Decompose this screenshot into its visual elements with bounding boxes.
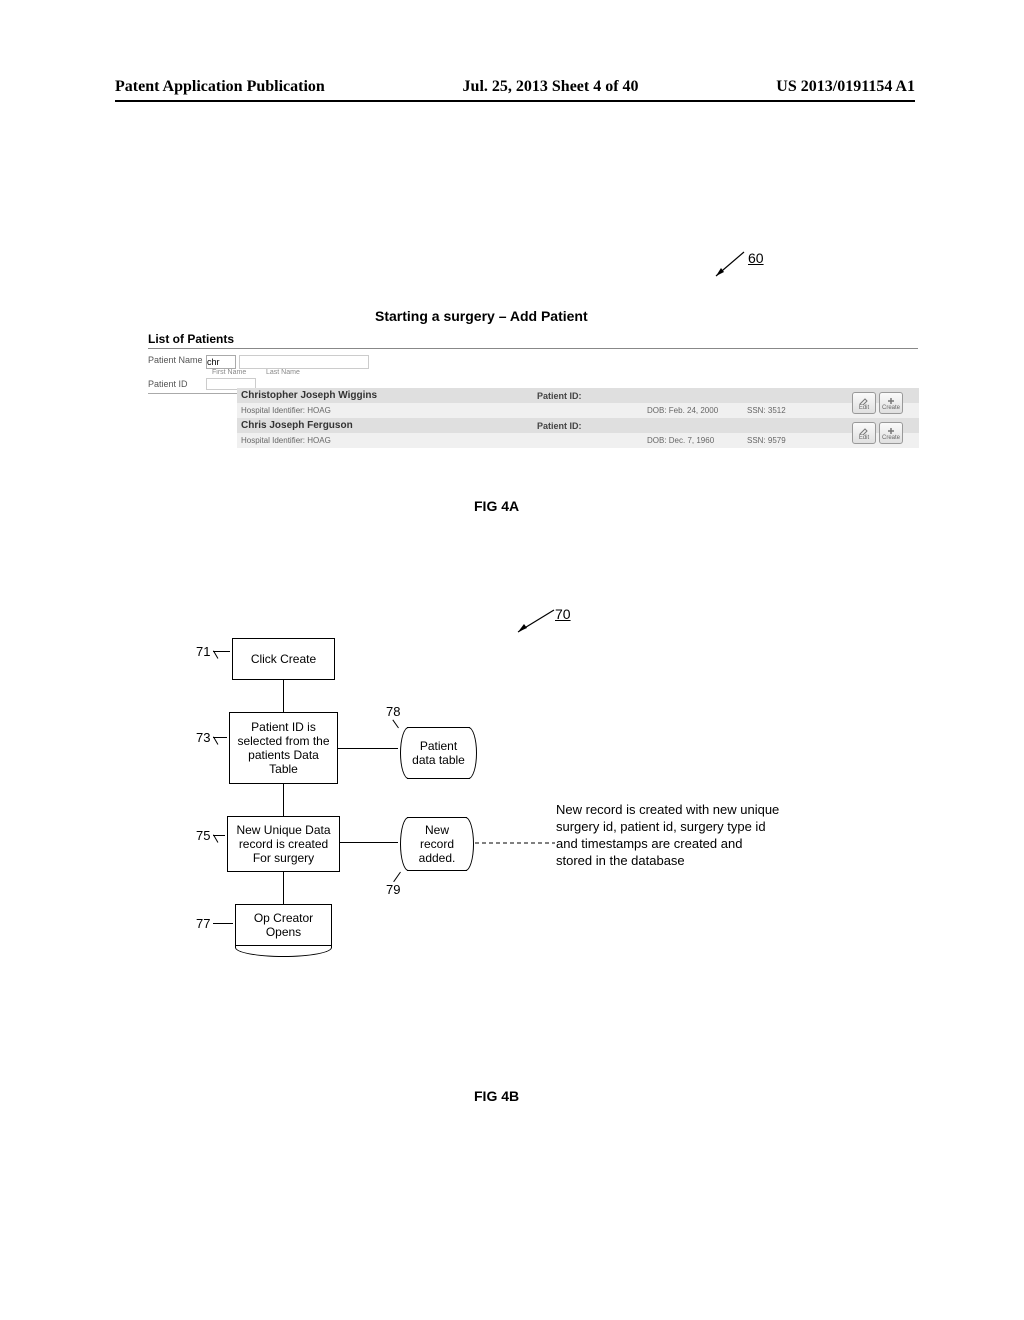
reference-number-79: 79: [386, 882, 400, 897]
reference-number-60: 60: [748, 250, 764, 266]
box-text: New record added.: [412, 823, 462, 865]
patient-list-heading: List of Patients: [148, 332, 918, 346]
leader-line: [213, 923, 233, 924]
table-row: Christopher Joseph Wiggins Patient ID: E…: [237, 388, 919, 403]
patient-id-label: Patient ID:: [537, 391, 647, 401]
connector: [283, 680, 284, 712]
flow-datastore-new-record: New record added.: [407, 817, 467, 871]
hospital-id-cell: Hospital Identifier: HOAG: [237, 436, 537, 445]
reference-arrow-70: [512, 608, 556, 636]
hospital-id-cell: Hospital Identifier: HOAG: [237, 406, 537, 415]
reference-number-71: 71: [196, 644, 210, 659]
box-text: New Unique Data record is created For su…: [232, 823, 335, 865]
ssn-cell: SSN: 3512: [747, 406, 827, 415]
patient-name-cell: Christopher Joseph Wiggins: [237, 390, 537, 401]
fig-4a-title: Starting a surgery – Add Patient: [375, 308, 588, 324]
create-label: Create: [882, 405, 900, 411]
reference-number-75: 75: [196, 828, 210, 843]
reference-arrow-60: [708, 250, 746, 280]
label-patient-name: Patient Name: [148, 355, 206, 365]
table-row: Hospital Identifier: HOAG DOB: Dec. 7, 1…: [237, 433, 919, 448]
edit-button[interactable]: Edit: [852, 422, 876, 444]
box-text: Patient ID is selected from the patients…: [234, 720, 333, 776]
flow-box-click-create: Click Create: [232, 638, 335, 680]
reference-number-73: 73: [196, 730, 210, 745]
connector: [338, 748, 398, 749]
edit-label: Edit: [859, 405, 869, 411]
header-left: Patent Application Publication: [115, 78, 325, 96]
hint-last-name: Last Name: [266, 369, 300, 376]
label-patient-id: Patient ID: [148, 379, 206, 389]
leader-line: [393, 872, 401, 882]
pencil-icon: [859, 397, 869, 405]
flow-box-create-record: New Unique Data record is created For su…: [227, 816, 340, 872]
create-button[interactable]: Create: [879, 392, 903, 414]
dob-cell: DOB: Feb. 24, 2000: [647, 406, 747, 415]
figure-label-4b: FIG 4B: [474, 1088, 519, 1104]
connector: [283, 784, 284, 816]
reference-number-77: 77: [196, 916, 210, 931]
leader-line: [213, 651, 230, 652]
dashed-connector: [475, 842, 555, 846]
reference-number-70: 70: [555, 606, 571, 622]
create-button[interactable]: Create: [879, 422, 903, 444]
create-label: Create: [882, 435, 900, 441]
table-row: Chris Joseph Ferguson Patient ID: Edit C…: [237, 418, 919, 433]
search-row-name: Patient Name First Name Last Name: [148, 355, 918, 376]
leader-line: [392, 720, 399, 729]
connector: [340, 842, 398, 843]
plus-icon: [886, 397, 896, 405]
patient-list-panel: List of Patients Patient Name First Name…: [148, 332, 918, 394]
row-actions: Edit Create: [827, 385, 907, 407]
connector: [283, 872, 284, 904]
side-annotation: New record is created with new unique su…: [556, 802, 780, 870]
reference-number-78: 78: [386, 704, 400, 719]
box-text: Patient data table: [412, 739, 465, 767]
first-name-input[interactable]: [206, 355, 236, 369]
edit-button[interactable]: Edit: [852, 392, 876, 414]
flow-datastore-patient-table: Patient data table: [407, 727, 470, 779]
header-center: Jul. 25, 2013 Sheet 4 of 40: [463, 78, 639, 96]
box-text: Click Create: [251, 652, 316, 666]
pencil-icon: [859, 427, 869, 435]
flow-box-op-creator: Op Creator Opens: [235, 904, 332, 946]
patient-name-cell: Chris Joseph Ferguson: [237, 420, 537, 431]
divider: [148, 348, 918, 349]
patient-results: Christopher Joseph Wiggins Patient ID: E…: [237, 388, 919, 448]
input-hints: First Name Last Name: [206, 369, 369, 376]
ssn-cell: SSN: 9579: [747, 436, 827, 445]
box-text: Op Creator Opens: [240, 911, 327, 939]
dob-cell: DOB: Dec. 7, 1960: [647, 436, 747, 445]
last-name-input-area[interactable]: [239, 355, 369, 369]
header-right: US 2013/0191154 A1: [776, 78, 915, 96]
flow-box-select-patient-id: Patient ID is selected from the patients…: [229, 712, 338, 784]
patient-id-label: Patient ID:: [537, 421, 647, 431]
hint-first-name: First Name: [212, 369, 266, 376]
edit-label: Edit: [859, 435, 869, 441]
figure-label-4a: FIG 4A: [474, 498, 519, 514]
plus-icon: [886, 427, 896, 435]
row-actions: Edit Create: [827, 415, 907, 437]
table-row: Hospital Identifier: HOAG DOB: Feb. 24, …: [237, 403, 919, 418]
header-rule: [115, 100, 915, 102]
page-header: Patent Application Publication Jul. 25, …: [115, 78, 915, 96]
